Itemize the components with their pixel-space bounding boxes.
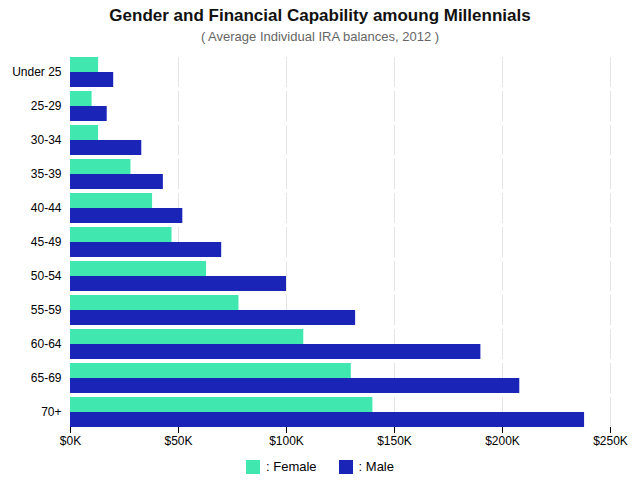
html-text:: Female: : Female (266, 459, 317, 474)
svg-text:Under 25: Under 25 (12, 65, 62, 79)
svg-text:55-59: 55-59 (31, 303, 62, 317)
svg-text:$100K: $100K (269, 434, 304, 448)
svg-text:$250K: $250K (593, 434, 628, 448)
svg-text:$0K: $0K (60, 434, 81, 448)
svg-text:35-39: 35-39 (31, 167, 62, 181)
html-text:( Average Individual IRA balan: ( Average Individual IRA balances, 2012 … (200, 29, 440, 44)
svg-text:50-54: 50-54 (31, 269, 62, 283)
svg-text:25-29: 25-29 (31, 99, 62, 113)
svg-text:65-69: 65-69 (31, 371, 62, 385)
svg-text:40-44: 40-44 (31, 201, 62, 215)
html-text:: Male: : Male (358, 459, 394, 474)
svg-text:30-34: 30-34 (31, 133, 62, 147)
svg-text:60-64: 60-64 (31, 337, 62, 351)
svg-text:45-49: 45-49 (31, 235, 62, 249)
svg-text:70+: 70+ (41, 405, 61, 419)
svg-text:$200K: $200K (485, 434, 520, 448)
html-text:Gender and Financial Capabilit: Gender and Financial Capability amoung M… (109, 6, 531, 25)
svg-text:$150K: $150K (377, 434, 412, 448)
svg-text:$50K: $50K (164, 434, 192, 448)
